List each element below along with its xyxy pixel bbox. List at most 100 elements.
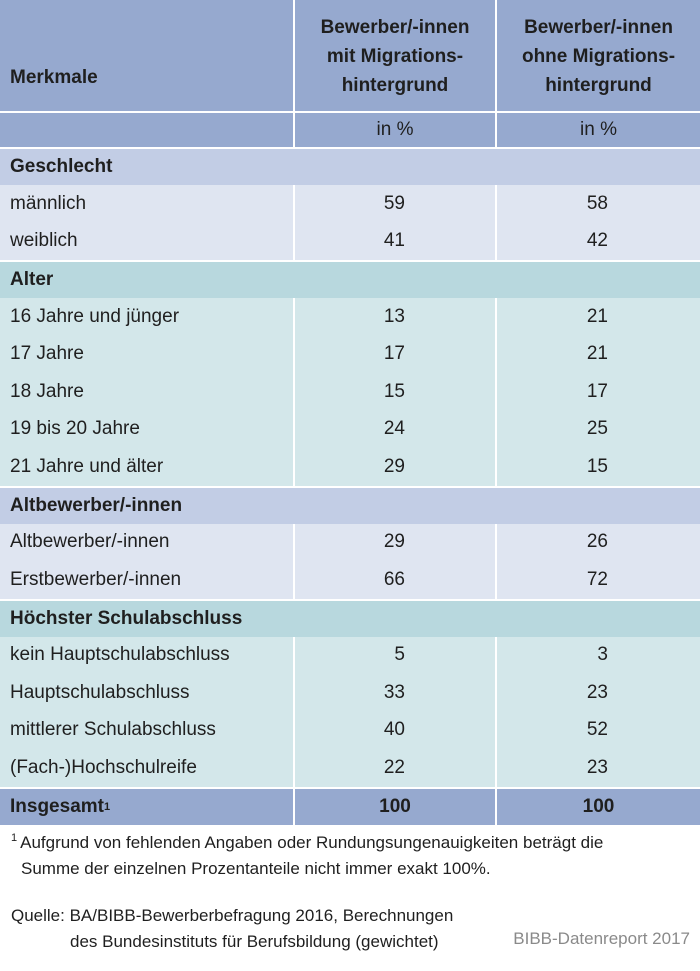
value-without-migration: 21 [586, 343, 608, 365]
header-without-line2: ohne Migrations- [521, 45, 676, 67]
header-with-line2: mit Migrations- [326, 45, 464, 67]
value-without-migration: 21 [586, 305, 608, 327]
table-row: kein Hauptschulabschluss 5 3 [0, 636, 700, 674]
section-header-row: Höchster Schulabschluss [0, 598, 700, 637]
table-row: Erstbewerber/-innen 66 72 [0, 561, 700, 599]
header-with-line1: Bewerber/-innen [320, 16, 470, 38]
table-row: weiblich 41 42 [0, 222, 700, 260]
source-note: Quelle: BA/BIBB-Bewerberbefragung 2016, … [11, 903, 511, 955]
table-row: Hauptschulabschluss 33 23 [0, 674, 700, 712]
total-without: 100 [495, 788, 700, 825]
cell-with-migration: 22 [293, 749, 495, 787]
table-row: 21 Jahre und älter 29 15 [0, 448, 700, 486]
footnote-line2: Summe der einzelnen Prozentanteile nicht… [21, 859, 491, 878]
source-line2: des Bundesinstituts für Berufsbildung (g… [70, 932, 439, 951]
value-without-migration: 72 [586, 568, 608, 590]
section-body: Altbewerber/-innen 29 26 Erstbewerber/-inne… [0, 523, 700, 599]
value-with-migration: 40 [383, 719, 405, 741]
total-row: Insgesamt 1 100 100 [0, 786, 700, 825]
value-with-migration: 33 [383, 681, 405, 703]
cell-with-migration: 66 [293, 561, 495, 599]
table-row: (Fach-)Hochschulreife 22 23 [0, 749, 700, 787]
section: Alter 16 Jahre und jünger 13 21 17 Jahre 17 21… [0, 260, 700, 486]
table-sections: Geschlecht männlich 59 58 weiblich 41 42 Alter 1… [0, 147, 700, 787]
value-with-migration: 29 [383, 531, 405, 553]
value-with-migration: 22 [383, 756, 405, 778]
cell-without-migration: 58 [495, 185, 700, 223]
value-without-migration: 3 [597, 644, 608, 666]
cell-with-migration: 13 [293, 298, 495, 336]
section: Altbewerber/-innen Altbewerber/-innen 29 26… [0, 485, 700, 599]
value-with-migration: 24 [383, 418, 405, 440]
row-label: 18 Jahre [10, 380, 84, 402]
value-with-migration: 13 [383, 305, 405, 327]
value-without-migration: 17 [586, 380, 608, 402]
section-body: männlich 59 58 weiblich 41 42 [0, 185, 700, 260]
cell-with-migration: 17 [293, 335, 495, 373]
value-without-migration: 23 [586, 681, 608, 703]
cell-with-migration: 59 [293, 185, 495, 223]
row-label: mittlerer Schulabschluss [10, 719, 216, 741]
value-without-migration: 23 [586, 756, 608, 778]
total-label-cell: Insgesamt 1 [10, 795, 111, 817]
value-with-migration: 15 [383, 380, 405, 402]
cell-without-migration: 23 [495, 749, 700, 787]
section-header-row: Altbewerber/-innen [0, 485, 700, 524]
row-label: Erstbewerber/-innen [10, 568, 182, 590]
header-merkmale: Merkmale [10, 66, 98, 88]
header-without-line1: Bewerber/-innen [524, 16, 673, 38]
section-title: Höchster Schulabschluss [10, 607, 243, 629]
cell-with-migration: 29 [293, 448, 495, 486]
value-without-migration: 52 [586, 719, 608, 741]
cell-with-migration: 29 [293, 523, 495, 561]
header-col-without-migration: Bewerber/-innen ohne Migrations- hinterg… [495, 0, 700, 111]
value-with-migration: 17 [383, 343, 405, 365]
cell-without-migration: 15 [495, 448, 700, 486]
value-with-migration: 29 [383, 455, 405, 477]
section-title: Alter [10, 269, 54, 290]
table-row: 19 bis 20 Jahre 24 25 [0, 410, 700, 448]
row-label: 21 Jahre und älter [10, 455, 164, 477]
cell-without-migration: 21 [495, 298, 700, 336]
cell-without-migration: 3 [495, 636, 700, 674]
header-without-line3: hintergrund [545, 74, 652, 96]
header-with-line3: hintergrund [341, 74, 449, 96]
row-label: (Fach-)Hochschulreife [10, 756, 197, 778]
value-without-migration: 42 [586, 230, 608, 252]
cell-without-migration: 21 [495, 335, 700, 373]
section-body: kein Hauptschulabschluss 5 3 Hauptschulabsc… [0, 636, 700, 787]
data-table: Merkmale Bewerber/-innen mit Migrations-… [0, 0, 700, 825]
footnote-mark: 1 [11, 832, 18, 845]
value-without-migration: 25 [586, 418, 608, 440]
cell-with-migration: 5 [293, 636, 495, 674]
cell-with-migration: 24 [293, 410, 495, 448]
value-with-migration: 5 [394, 644, 405, 666]
cell-without-migration: 42 [495, 222, 700, 260]
cell-with-migration: 41 [293, 222, 495, 260]
section: Geschlecht männlich 59 58 weiblich 41 42 [0, 147, 700, 260]
row-label: Altbewerber/-innen [10, 531, 170, 553]
cell-without-migration: 25 [495, 410, 700, 448]
cell-with-migration: 33 [293, 674, 495, 712]
cell-without-migration: 26 [495, 523, 700, 561]
cell-with-migration: 40 [293, 711, 495, 749]
table-row: 16 Jahre und jünger 13 21 [0, 298, 700, 336]
total-label: Insgesamt [10, 795, 104, 817]
unit-row: in % in % [0, 111, 700, 147]
value-without-migration: 58 [586, 192, 608, 214]
unit-with: in % [293, 113, 495, 147]
row-label: männlich [10, 192, 87, 214]
cell-without-migration: 23 [495, 674, 700, 712]
value-without-migration: 15 [586, 455, 608, 477]
cell-without-migration: 72 [495, 561, 700, 599]
unit-empty-cell [0, 113, 293, 147]
cell-with-migration: 15 [293, 373, 495, 411]
header-row: Merkmale Bewerber/-innen mit Migrations-… [0, 0, 700, 111]
row-label: 16 Jahre und jünger [10, 305, 180, 327]
value-with-migration: 41 [383, 230, 405, 252]
unit-without: in % [495, 113, 700, 147]
row-label: Hauptschulabschluss [10, 681, 190, 703]
row-label: 17 Jahre [10, 343, 84, 365]
table-row: 18 Jahre 15 17 [0, 373, 700, 411]
table-row: Altbewerber/-innen 29 26 [0, 523, 700, 561]
